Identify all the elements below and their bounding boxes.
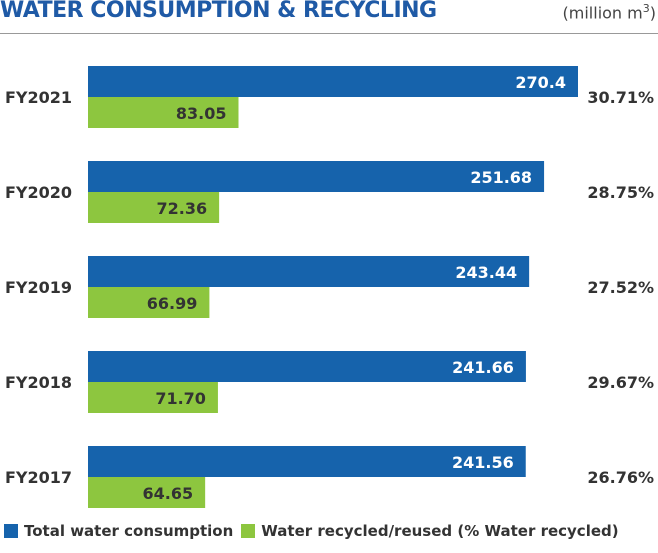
category-label-fy2017: FY2017: [5, 468, 72, 487]
percent-label-fy2021: 30.71%: [587, 88, 654, 107]
data-label-total-fy2021: 270.4: [515, 73, 566, 92]
bar-recycled-fy2017: [88, 477, 206, 508]
bar-total-fy2021: [88, 66, 578, 97]
data-label-recycled-fy2021: 83.05: [176, 104, 227, 123]
bar-total-fy2017: [88, 446, 526, 477]
legend-swatch-recycled: [241, 524, 256, 538]
legend-swatch-total: [4, 524, 18, 538]
data-label-total-fy2018: 241.66: [452, 358, 514, 377]
percent-label-fy2020: 28.75%: [587, 183, 654, 202]
percent-label-fy2017: 26.76%: [587, 468, 654, 487]
bar-recycled-fy2021: [88, 97, 239, 128]
data-label-recycled-fy2019: 66.99: [147, 294, 198, 313]
percent-label-fy2018: 29.67%: [587, 373, 654, 392]
bar-recycled-fy2018: [88, 382, 218, 413]
category-label-fy2020: FY2020: [5, 183, 72, 202]
category-label-fy2018: FY2018: [5, 373, 72, 392]
data-label-recycled-fy2018: 71.70: [155, 389, 206, 408]
bar-recycled-fy2020: [88, 192, 220, 223]
legend: Total water consumption Water recycled/r…: [4, 520, 627, 542]
data-label-recycled-fy2017: 64.65: [143, 484, 194, 503]
percent-label-fy2019: 27.52%: [587, 278, 654, 297]
unit-base: (million m: [562, 3, 643, 23]
bar-total-fy2020: [88, 161, 545, 192]
legend-item-recycled: Water recycled/reused (% Water recycled): [241, 522, 619, 540]
legend-label-recycled: Water recycled/reused (% Water recycled): [261, 522, 619, 540]
category-label-fy2021: FY2021: [5, 88, 72, 107]
title-divider: [0, 33, 658, 34]
legend-item-total: Total water consumption: [4, 522, 233, 540]
unit-superscript: 3: [642, 2, 650, 15]
category-label-fy2019: FY2019: [5, 278, 72, 297]
data-label-total-fy2017: 241.56: [452, 453, 514, 472]
unit-label: (million m3): [563, 2, 656, 22]
data-label-total-fy2019: 243.44: [455, 263, 517, 282]
data-label-total-fy2020: 251.68: [470, 168, 532, 187]
unit-close: ): [649, 3, 656, 23]
data-label-recycled-fy2020: 72.36: [157, 199, 208, 218]
chart-title: WATER CONSUMPTION & RECYCLING: [0, 0, 437, 23]
legend-label-total: Total water consumption: [24, 522, 234, 540]
bar-total-fy2019: [88, 256, 530, 287]
bar-chart: FY2021 270.4 83.05 30.71% FY2020 251.68 72.36 2…: [5, 66, 654, 508]
bar-recycled-fy2019: [88, 287, 210, 318]
bar-total-fy2018: [88, 351, 526, 382]
